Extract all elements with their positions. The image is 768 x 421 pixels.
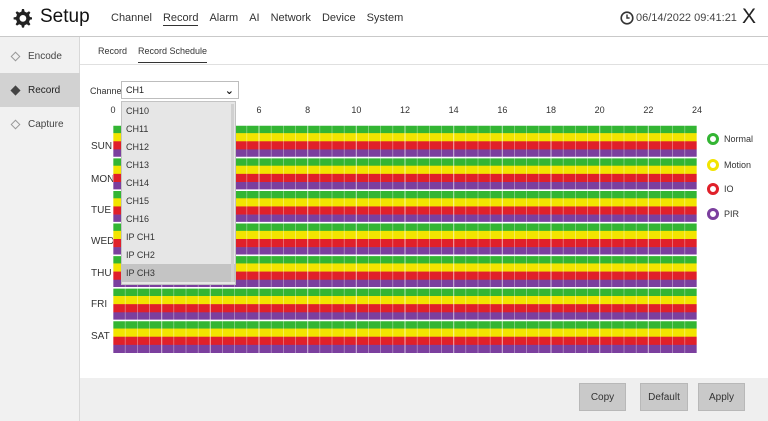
hour-tick-label: 12 bbox=[399, 105, 411, 115]
channel-select[interactable]: CH1 ⌄ bbox=[121, 81, 239, 99]
sidebar-item-label: Capture bbox=[28, 118, 64, 130]
channel-dropdown: CH10 CH11 CH12 CH13 CH14 CH15 CH16 IP CH1 IP CH2… bbox=[121, 101, 236, 285]
dropdown-option[interactable]: IP CH3 bbox=[122, 264, 235, 282]
dropdown-scrollbar[interactable] bbox=[231, 104, 234, 282]
sidebar-item-label: Encode bbox=[28, 50, 62, 62]
hour-tick-label: 18 bbox=[545, 105, 557, 115]
hour-tick-label: 8 bbox=[305, 105, 311, 115]
legend-item-motion: Motion bbox=[707, 159, 751, 171]
clock-icon bbox=[620, 11, 634, 25]
sub-tabs: Record Record Schedule bbox=[80, 37, 768, 65]
ring-icon bbox=[707, 133, 719, 145]
menu-alarm[interactable]: Alarm bbox=[209, 12, 239, 24]
day-label-sat: SAT bbox=[91, 331, 110, 342]
sidebar-item-label: Record bbox=[28, 84, 61, 96]
dropdown-option[interactable]: CH16 bbox=[126, 214, 150, 224]
diamond-icon bbox=[10, 119, 21, 129]
close-button[interactable]: X bbox=[742, 5, 757, 28]
legend-label: PIR bbox=[724, 209, 740, 219]
hour-tick-label: 22 bbox=[643, 105, 654, 115]
menu-network[interactable]: Network bbox=[270, 12, 311, 24]
diamond-icon bbox=[10, 51, 21, 61]
day-label-sun: SUN bbox=[91, 141, 113, 152]
hour-tick-label: 6 bbox=[256, 105, 262, 115]
channel-value: CH1 bbox=[126, 85, 145, 95]
menu-device[interactable]: Device bbox=[321, 12, 356, 24]
menu-channel[interactable]: Channel bbox=[111, 12, 152, 24]
dropdown-option[interactable]: CH13 bbox=[126, 160, 150, 170]
legend-label: Motion bbox=[724, 160, 752, 170]
top-bar: Setup Channel Record Alarm AI Network De… bbox=[0, 0, 768, 37]
gear-icon bbox=[13, 9, 32, 28]
day-label-wed: WED bbox=[91, 236, 115, 247]
ring-icon bbox=[707, 208, 719, 220]
dropdown-option[interactable]: CH12 bbox=[126, 142, 150, 152]
sidebar-item-capture[interactable]: Capture bbox=[0, 107, 80, 141]
legend-label: Normal bbox=[724, 134, 754, 144]
legend-item-pir: PIR bbox=[707, 208, 739, 220]
copy-button[interactable]: Copy bbox=[579, 383, 626, 411]
dropdown-option[interactable]: CH15 bbox=[126, 196, 150, 206]
tab-record-schedule[interactable]: Record Schedule bbox=[138, 46, 208, 63]
legend-label: IO bbox=[724, 184, 734, 194]
dropdown-option[interactable]: IP CH2 bbox=[126, 250, 155, 260]
dropdown-option[interactable]: CH11 bbox=[126, 124, 149, 134]
app-title: Setup bbox=[40, 6, 90, 27]
ring-icon bbox=[707, 183, 719, 195]
menu-system[interactable]: System bbox=[366, 12, 404, 24]
sidebar-item-encode[interactable]: Encode bbox=[0, 39, 80, 73]
day-label-mon: MON bbox=[91, 174, 115, 185]
menu-record[interactable]: Record bbox=[162, 12, 199, 26]
schedule-grid[interactable] bbox=[113, 125, 697, 353]
day-label-thu: THU bbox=[91, 268, 112, 279]
hour-tick-label: 14 bbox=[448, 105, 459, 115]
dropdown-option[interactable]: IP CH1 bbox=[126, 232, 155, 242]
dropdown-option[interactable]: CH14 bbox=[126, 178, 150, 188]
tab-record[interactable]: Record bbox=[98, 46, 128, 56]
chevron-down-icon: ⌄ bbox=[224, 85, 234, 97]
channel-label: Channel bbox=[90, 86, 124, 96]
hour-tick-label: 0 bbox=[110, 105, 116, 115]
diamond-icon bbox=[10, 85, 21, 95]
legend-item-io: IO bbox=[707, 183, 734, 195]
hour-tick-label: 24 bbox=[691, 105, 703, 115]
legend-item-normal: Normal bbox=[707, 133, 753, 145]
dropdown-option[interactable]: CH10 bbox=[126, 106, 150, 116]
sidebar: Encode Record Capture bbox=[0, 37, 80, 421]
default-button[interactable]: Default bbox=[640, 383, 688, 411]
ring-icon bbox=[707, 159, 719, 171]
sidebar-item-record[interactable]: Record bbox=[0, 73, 80, 107]
main-menu: Channel Record Alarm AI Network Device S… bbox=[111, 12, 414, 26]
day-label-tue: TUE bbox=[91, 205, 111, 216]
apply-button[interactable]: Apply bbox=[698, 383, 745, 411]
hour-tick-label: 16 bbox=[497, 105, 508, 115]
day-label-fri: FRI bbox=[91, 299, 108, 310]
datetime: 06/14/2022 09:41:21 bbox=[636, 12, 737, 24]
hour-tick-label: 20 bbox=[594, 105, 605, 115]
hour-tick-label: 10 bbox=[351, 105, 362, 115]
menu-ai[interactable]: AI bbox=[249, 12, 260, 24]
